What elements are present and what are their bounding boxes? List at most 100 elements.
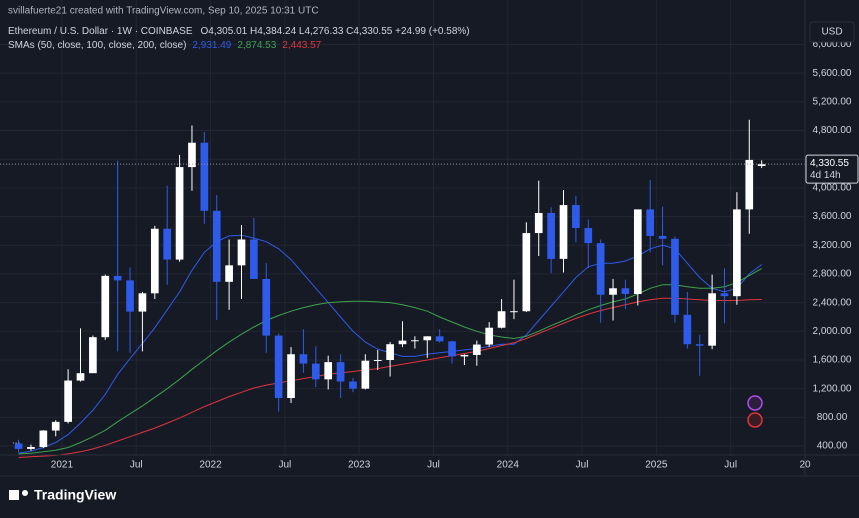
- candle-body: [150, 228, 159, 294]
- candle-body: [324, 362, 333, 380]
- logo: TradingView: [9, 487, 116, 503]
- candle-body: [658, 235, 667, 239]
- candle-body: [225, 265, 233, 282]
- sma-value: 2,931.49: [192, 40, 231, 51]
- sma-title: SMAs (50, close, 100, close, 200, close): [8, 40, 186, 51]
- event-icon[interactable]: [747, 412, 763, 428]
- candle-body: [559, 205, 568, 259]
- x-tick-label: Jul: [130, 460, 143, 471]
- candle-body: [126, 280, 134, 312]
- x-tick-label: 2025: [645, 460, 668, 471]
- candle-body: [287, 354, 295, 398]
- candle-body: [76, 373, 85, 381]
- x-tick-label: 2022: [199, 460, 222, 471]
- candle-body: [39, 430, 48, 448]
- candle-body: [51, 421, 60, 431]
- candle-body: [212, 210, 221, 282]
- candle-body: [398, 340, 407, 345]
- candle-body: [188, 142, 196, 168]
- y-tick-label: 2,000.00: [813, 326, 852, 337]
- candle-body: [547, 212, 555, 259]
- currency: USD: [821, 27, 842, 38]
- x-tick-label: Jul: [724, 460, 737, 471]
- grid: [0, 0, 806, 455]
- candle-body: [708, 293, 716, 346]
- candle-body: [311, 363, 320, 380]
- y-tick-label: 800.00: [817, 412, 848, 423]
- candle-body: [671, 238, 679, 315]
- candle-body: [683, 314, 692, 345]
- ohlc: O4,305.01 H4,384.24 L4,276.33 C4,330.55 …: [201, 26, 470, 37]
- y-tick-label: 5,600.00: [813, 68, 852, 79]
- candle-body: [695, 344, 704, 346]
- candle-body: [373, 359, 382, 361]
- candle-body: [349, 381, 357, 389]
- candle-body: [720, 293, 729, 297]
- candle-body: [163, 228, 172, 260]
- x-tick-label: 2023: [348, 460, 371, 471]
- logo-mark: [22, 490, 28, 496]
- y-tick-label: 3,200.00: [813, 240, 852, 251]
- candle-body: [64, 380, 72, 422]
- candle-body: [113, 275, 122, 281]
- candle-body: [435, 336, 444, 342]
- x-tick-label: 2024: [497, 460, 520, 471]
- y-tick-label: 2,400.00: [813, 297, 852, 308]
- candle-body: [497, 311, 506, 328]
- candle-body: [237, 239, 246, 266]
- candle-body: [448, 341, 456, 357]
- logo-text: TradingView: [34, 487, 116, 503]
- candle-body: [510, 311, 518, 313]
- currency-box[interactable]: [809, 21, 855, 43]
- candle-body: [609, 288, 617, 295]
- candle-body: [584, 228, 593, 244]
- candle-body: [733, 209, 741, 297]
- plot: [0, 119, 805, 458]
- price-label-box: [805, 154, 859, 184]
- y-tick-label: 4,000.00: [813, 183, 852, 194]
- event-icon[interactable]: [747, 395, 763, 411]
- axes: 400.00 800.00 1,200.00 1,600.00 2,000.00 2,40…: [51, 39, 859, 471]
- candle-body: [138, 293, 147, 312]
- more-button[interactable]: ...: [12, 436, 20, 447]
- candle-body: [485, 327, 494, 345]
- candle-body: [361, 360, 370, 389]
- y-tick-label: 2,800.00: [813, 269, 852, 280]
- x-tick-label: 2021: [51, 460, 74, 471]
- sma-legend: SMAs (50, close, 100, close, 200, close)…: [8, 40, 322, 51]
- x-tick-label: 20: [799, 460, 811, 471]
- logo-mark: [9, 490, 19, 500]
- candle-body: [596, 243, 605, 295]
- y-tick-label: 4,800.00: [813, 125, 852, 136]
- y-tick-label: 400.00: [817, 441, 848, 452]
- candle-body: [423, 336, 432, 341]
- y-tick-label: 5,200.00: [813, 96, 852, 107]
- x-tick-label: Jul: [576, 460, 589, 471]
- candle-body: [745, 159, 754, 210]
- symbol-title: Ethereum / U.S. Dollar · 1W · COINBASE O4…: [8, 26, 470, 37]
- candle-body: [646, 209, 655, 236]
- y-tick-label: 6,000.00: [813, 39, 852, 50]
- candle-body: [572, 205, 580, 229]
- candle-body: [633, 209, 642, 295]
- candle-body: [89, 337, 97, 374]
- candle-body: [460, 354, 469, 357]
- symbol: Ethereum / U.S. Dollar · 1W · COINBASE: [8, 26, 193, 37]
- candle-body: [411, 340, 419, 342]
- candle-body: [336, 362, 345, 382]
- candle-body: [274, 335, 283, 398]
- x-tick-label: Jul: [427, 460, 440, 471]
- y-tick-label: 1,200.00: [813, 383, 852, 394]
- candle-body: [522, 233, 531, 312]
- candle-body: [534, 212, 543, 234]
- y-tick-label: 1,600.00: [813, 355, 852, 366]
- candle-body: [200, 142, 209, 211]
- candle-body: [757, 164, 766, 167]
- price-label: 4,330.55: [810, 158, 849, 169]
- sma-value: 2,874.53: [237, 40, 276, 51]
- candle-body: [27, 447, 35, 449]
- candle-body: [621, 288, 630, 295]
- countdown: 4d 14h: [810, 170, 841, 181]
